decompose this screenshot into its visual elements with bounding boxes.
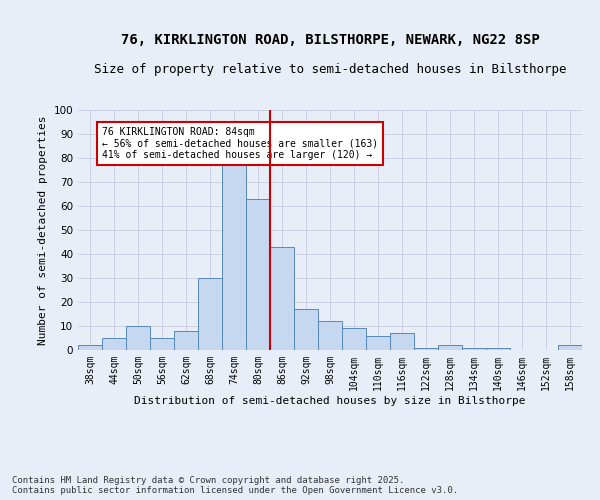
Bar (174, 331, 198, 350)
Bar (366, 336, 390, 350)
Bar (462, 348, 486, 350)
Bar (486, 348, 510, 350)
Bar (246, 199, 270, 350)
Bar (126, 326, 150, 350)
X-axis label: Distribution of semi-detached houses by size in Bilsthorpe: Distribution of semi-detached houses by … (134, 396, 526, 406)
Bar (270, 247, 294, 350)
Bar (294, 309, 318, 350)
Bar (78, 345, 102, 350)
Text: Contains HM Land Registry data © Crown copyright and database right 2025.
Contai: Contains HM Land Registry data © Crown c… (12, 476, 458, 495)
Bar (222, 163, 246, 350)
Text: Size of property relative to semi-detached houses in Bilsthorpe: Size of property relative to semi-detach… (94, 64, 566, 76)
Bar (102, 338, 126, 350)
Y-axis label: Number of semi-detached properties: Number of semi-detached properties (38, 116, 48, 345)
Bar (438, 345, 462, 350)
Bar (198, 278, 222, 350)
Bar (558, 345, 582, 350)
Bar (318, 321, 342, 350)
Bar (150, 338, 174, 350)
Bar (390, 333, 414, 350)
Bar (342, 328, 366, 350)
Text: 76, KIRKLINGTON ROAD, BILSTHORPE, NEWARK, NG22 8SP: 76, KIRKLINGTON ROAD, BILSTHORPE, NEWARK… (121, 33, 539, 47)
Text: 76 KIRKLINGTON ROAD: 84sqm
← 56% of semi-detached houses are smaller (163)
41% o: 76 KIRKLINGTON ROAD: 84sqm ← 56% of semi… (102, 127, 378, 160)
Bar (414, 348, 438, 350)
